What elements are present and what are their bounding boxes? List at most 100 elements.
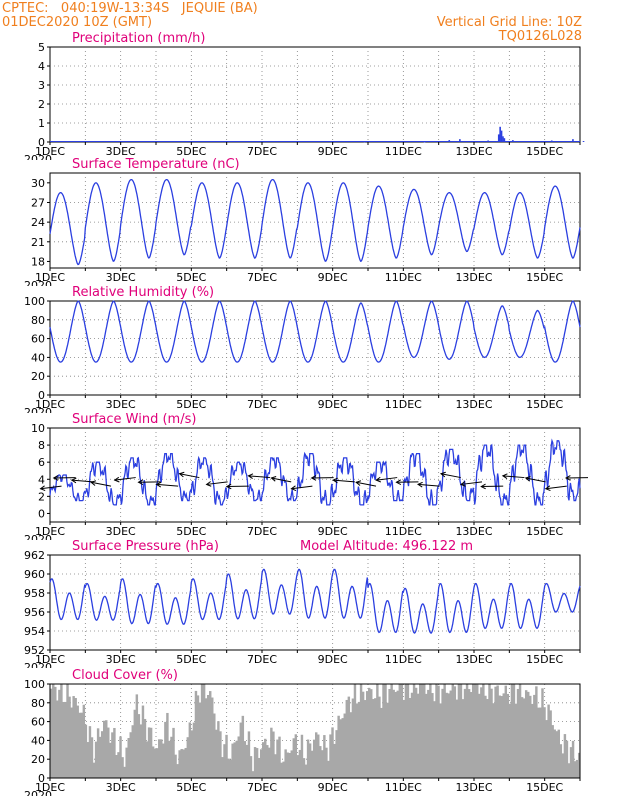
cloud-bar (298, 749, 302, 778)
cloud-bar (213, 713, 216, 778)
x-tick-label: 13DEC (455, 271, 492, 284)
cloud-bar (223, 744, 226, 778)
cloud-bar (390, 684, 393, 778)
x-tick-label: 15DEC (526, 653, 563, 666)
x-tick-label: 3DEC (106, 653, 136, 666)
cloud-bar (437, 685, 440, 778)
wind-arrow-head (178, 471, 185, 478)
cloud-bar (217, 721, 220, 778)
wind-arrow (205, 481, 228, 487)
y-tick-label: 4 (38, 473, 45, 486)
cloud-bar (153, 748, 157, 778)
cloud-bar (498, 695, 501, 778)
y-tick-label: 2 (38, 490, 45, 503)
x-tick-label: 1DEC (35, 145, 65, 158)
cloud-bar (439, 703, 442, 778)
cloud-bar (231, 743, 234, 778)
cloud-bar (402, 699, 406, 778)
cloud-bar (84, 724, 88, 778)
cloud-bar (535, 686, 538, 778)
cloud-bar (492, 703, 495, 778)
cloud-bar (268, 747, 271, 778)
x-tick-label: 5DEC (176, 145, 206, 158)
cloud-bar (421, 684, 424, 778)
cloud-bar (335, 730, 338, 778)
x-tick-label: 13DEC (455, 398, 492, 411)
cloud-bar (166, 712, 169, 778)
wind-arrow-shaft (525, 477, 546, 483)
run-date: 01DEC2020 10Z (GMT) (2, 15, 153, 30)
wind-arrow-head (225, 483, 232, 490)
y-tick-label: 60 (31, 333, 45, 346)
cloud-bar (451, 684, 455, 778)
cloud-bar (196, 695, 200, 778)
wind-arrow-shaft (502, 475, 525, 479)
y-tick-label: 40 (31, 734, 45, 747)
cloud-bar (88, 726, 92, 778)
cloud-bar (164, 721, 167, 778)
cloud-bar (539, 707, 542, 778)
x-tick-label: 5DEC (176, 398, 206, 411)
cloud-bar (522, 698, 526, 778)
wind-arrow (459, 481, 483, 487)
cloud-bar (370, 689, 373, 778)
wind-arrow (524, 476, 546, 483)
x-tick-label: 1DEC (35, 271, 65, 284)
wind-arrow-head (355, 480, 362, 486)
cloud-bar (441, 688, 444, 778)
cloud-bar (480, 687, 483, 778)
cloud-bar (543, 707, 546, 778)
precip-bar (500, 130, 503, 142)
x-tick-label: 3DEC (106, 271, 136, 284)
cloud-bar (237, 736, 240, 778)
cloud-bar (121, 757, 124, 778)
cloud-bar (368, 687, 371, 778)
cloud-bar (62, 701, 65, 778)
panel-4 (47, 554, 581, 653)
cloud-bar (410, 692, 414, 778)
cloud-bar (425, 693, 428, 778)
cloud-bar (233, 742, 236, 778)
cloud-bar (418, 684, 422, 778)
cloud-bar (257, 757, 261, 778)
cloud-bar (445, 692, 448, 778)
cloud-bar (178, 750, 181, 778)
cloud-bar (290, 750, 293, 778)
wind-arrow-head (137, 479, 144, 486)
cloud-bar (229, 759, 232, 778)
wind-arrow-head (310, 475, 317, 481)
cloud-bar (414, 687, 418, 778)
cloud-bar (343, 713, 346, 778)
panel-title: Precipitation (mm/h) (72, 31, 205, 46)
x-tick-label: 15DEC (526, 271, 563, 284)
precip-bar (497, 134, 500, 142)
cloud-bar (317, 734, 320, 778)
cloud-bar (186, 737, 190, 778)
y-tick-label: 2 (38, 98, 45, 111)
cloud-bar (500, 696, 503, 778)
cloud-bar (412, 684, 416, 778)
cloud-bar (518, 684, 522, 778)
x-tick-label: 11DEC (385, 145, 422, 158)
cloud-bar (567, 763, 571, 778)
wind-arrow (480, 483, 504, 490)
cloud-bar (151, 746, 155, 778)
y-tick-label: 30 (31, 177, 45, 190)
x-tick-label: 1DEC (35, 781, 65, 794)
wind-arrow-shaft (71, 479, 94, 483)
panel-2 (47, 300, 581, 398)
precip-bar (459, 139, 461, 142)
cloud-bar (357, 701, 361, 778)
cloud-bar (282, 761, 285, 778)
cloud-bar (68, 696, 71, 778)
panel-3 (39, 427, 589, 525)
cloud-bar (514, 703, 518, 778)
cloud-bar (443, 684, 446, 778)
cloud-bar (200, 684, 204, 778)
wind-arrow (70, 477, 94, 484)
x-tick-label: 9DEC (318, 653, 348, 666)
cloud-bar (239, 722, 243, 778)
cloud-bar (54, 686, 57, 778)
y-tick-label: 27 (31, 196, 45, 209)
